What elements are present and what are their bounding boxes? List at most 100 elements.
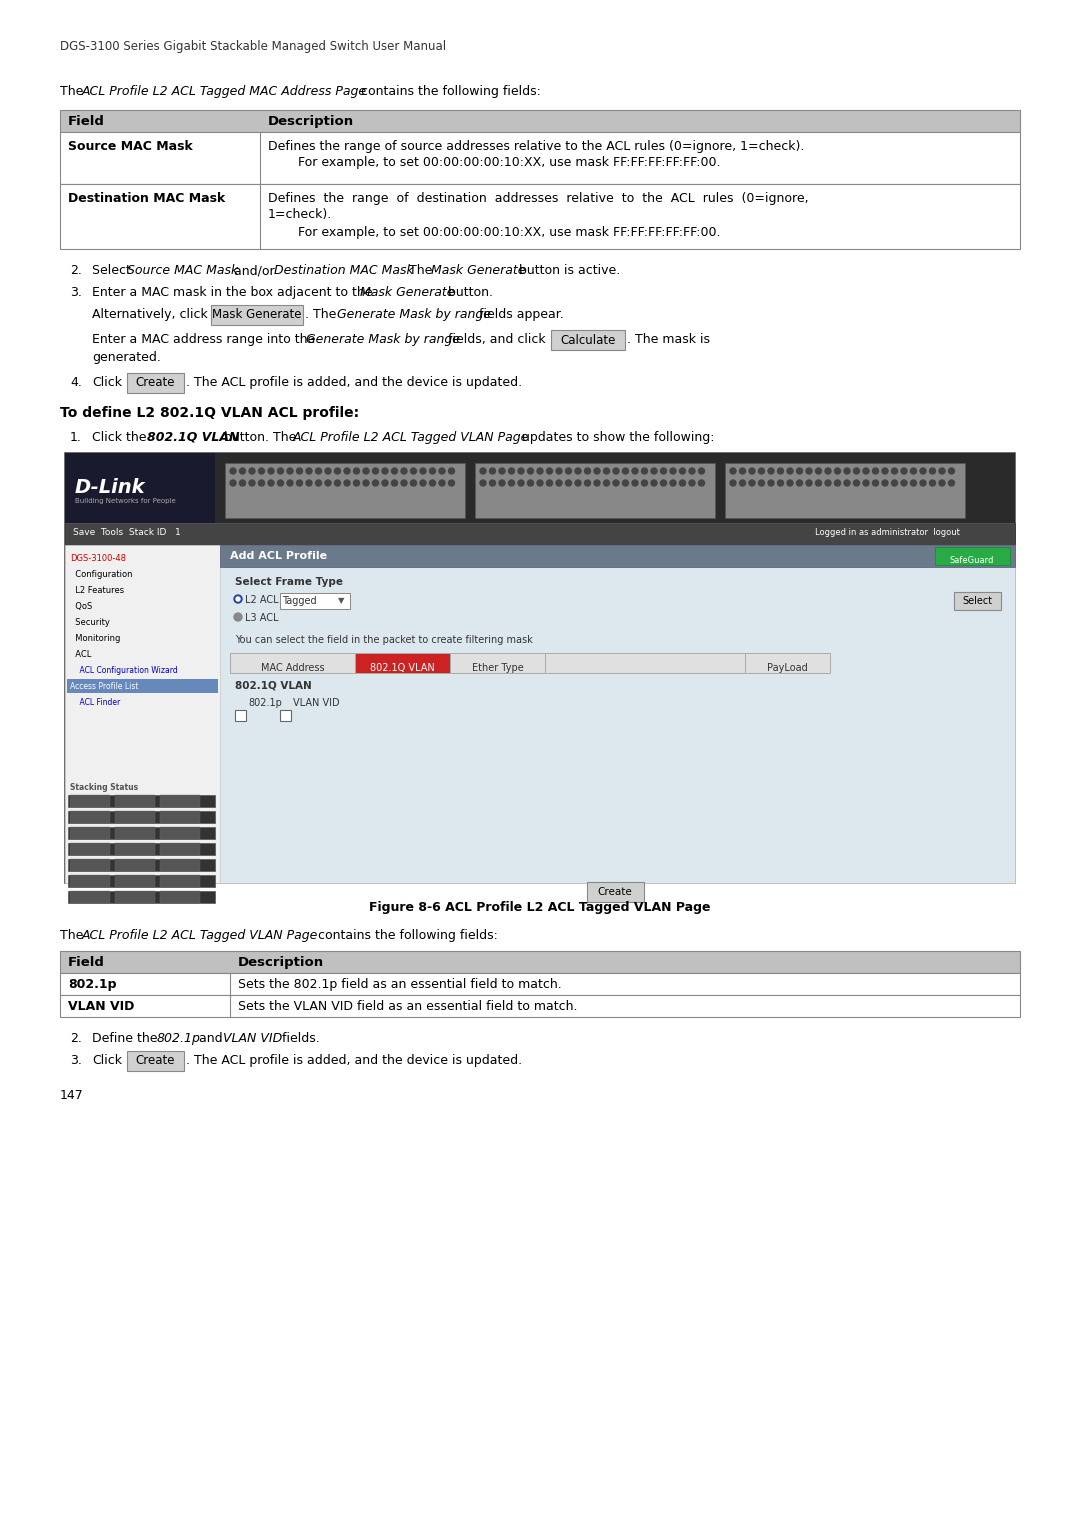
Text: Access Profile List: Access Profile List bbox=[70, 683, 138, 692]
FancyBboxPatch shape bbox=[65, 454, 1015, 883]
Circle shape bbox=[268, 479, 274, 486]
Circle shape bbox=[594, 479, 600, 486]
Circle shape bbox=[230, 467, 237, 473]
FancyBboxPatch shape bbox=[60, 996, 1020, 1017]
Circle shape bbox=[527, 467, 534, 473]
Text: Click: Click bbox=[92, 376, 122, 389]
Text: Sets the 802.1p field as an essential field to match.: Sets the 802.1p field as an essential fi… bbox=[238, 977, 562, 991]
FancyBboxPatch shape bbox=[70, 811, 110, 823]
FancyBboxPatch shape bbox=[67, 680, 218, 693]
Text: Mask Generate: Mask Generate bbox=[360, 286, 455, 299]
Text: The: The bbox=[60, 928, 87, 942]
Circle shape bbox=[345, 467, 350, 473]
Text: Defines the range of source addresses relative to the ACL rules (0=ignore, 1=che: Defines the range of source addresses re… bbox=[268, 140, 805, 153]
Text: Logged in as administrator  logout: Logged in as administrator logout bbox=[815, 528, 960, 538]
FancyBboxPatch shape bbox=[954, 592, 1001, 609]
Circle shape bbox=[740, 467, 745, 473]
Circle shape bbox=[787, 479, 793, 486]
Circle shape bbox=[806, 467, 812, 473]
Circle shape bbox=[594, 467, 600, 473]
Text: fields appear.: fields appear. bbox=[475, 308, 564, 321]
Circle shape bbox=[787, 467, 793, 473]
Circle shape bbox=[373, 479, 378, 486]
FancyBboxPatch shape bbox=[160, 811, 200, 823]
Circle shape bbox=[353, 467, 360, 473]
Circle shape bbox=[604, 479, 609, 486]
Circle shape bbox=[325, 479, 330, 486]
Text: ACL Finder: ACL Finder bbox=[70, 698, 120, 707]
Circle shape bbox=[642, 467, 648, 473]
Text: Field: Field bbox=[68, 956, 105, 970]
Circle shape bbox=[258, 467, 265, 473]
Text: Select: Select bbox=[92, 264, 135, 276]
FancyBboxPatch shape bbox=[160, 843, 200, 855]
Text: Description: Description bbox=[238, 956, 324, 970]
Circle shape bbox=[843, 467, 850, 473]
Circle shape bbox=[234, 596, 242, 603]
Text: SafeGuard: SafeGuard bbox=[949, 556, 995, 565]
Text: . The mask is: . The mask is bbox=[627, 333, 710, 347]
Circle shape bbox=[345, 479, 350, 486]
Circle shape bbox=[642, 479, 648, 486]
Text: Add ACL Profile: Add ACL Profile bbox=[230, 551, 327, 560]
Circle shape bbox=[843, 479, 850, 486]
Circle shape bbox=[430, 467, 435, 473]
Text: Define the: Define the bbox=[92, 1032, 162, 1044]
Circle shape bbox=[948, 467, 955, 473]
Circle shape bbox=[768, 479, 774, 486]
Text: Defines  the  range  of  destination  addresses  relative  to  the  ACL  rules  : Defines the range of destination address… bbox=[268, 192, 809, 205]
Text: Building Networks for People: Building Networks for People bbox=[75, 498, 176, 504]
Circle shape bbox=[448, 479, 455, 486]
FancyBboxPatch shape bbox=[65, 454, 1015, 524]
Circle shape bbox=[910, 479, 917, 486]
Circle shape bbox=[489, 479, 496, 486]
FancyBboxPatch shape bbox=[70, 890, 110, 902]
Circle shape bbox=[391, 479, 397, 486]
Text: Destination MAC Mask: Destination MAC Mask bbox=[68, 192, 226, 205]
FancyBboxPatch shape bbox=[280, 592, 350, 609]
Circle shape bbox=[249, 467, 255, 473]
Circle shape bbox=[499, 479, 505, 486]
Circle shape bbox=[797, 467, 802, 473]
Circle shape bbox=[335, 479, 340, 486]
Circle shape bbox=[930, 467, 935, 473]
Circle shape bbox=[930, 479, 935, 486]
Text: To define L2 802.1Q VLAN ACL profile:: To define L2 802.1Q VLAN ACL profile: bbox=[60, 406, 360, 420]
FancyBboxPatch shape bbox=[545, 654, 745, 673]
Circle shape bbox=[679, 467, 686, 473]
Circle shape bbox=[622, 467, 629, 473]
Text: L3 ACL: L3 ACL bbox=[245, 612, 279, 623]
Circle shape bbox=[237, 597, 240, 602]
Circle shape bbox=[382, 479, 388, 486]
Text: 1.: 1. bbox=[70, 431, 82, 444]
Text: VLAN VID: VLAN VID bbox=[293, 698, 339, 709]
Text: Enter a MAC address range into the: Enter a MAC address range into the bbox=[92, 333, 320, 347]
Text: ACL Profile L2 ACL Tagged MAC Address Page: ACL Profile L2 ACL Tagged MAC Address Pa… bbox=[82, 86, 367, 98]
Circle shape bbox=[240, 467, 245, 473]
Circle shape bbox=[758, 467, 765, 473]
Circle shape bbox=[410, 467, 417, 473]
Circle shape bbox=[873, 479, 878, 486]
Text: Select Frame Type: Select Frame Type bbox=[235, 577, 343, 586]
FancyBboxPatch shape bbox=[745, 654, 831, 673]
Text: Generate Mask by range: Generate Mask by range bbox=[306, 333, 460, 347]
Text: ACL: ACL bbox=[70, 651, 92, 660]
Text: Calculate: Calculate bbox=[561, 333, 616, 347]
Text: Tagged: Tagged bbox=[282, 596, 316, 606]
Text: ▼: ▼ bbox=[338, 596, 345, 605]
Circle shape bbox=[448, 467, 455, 473]
Text: Monitoring: Monitoring bbox=[70, 634, 120, 643]
Text: Ether Type: Ether Type bbox=[472, 663, 524, 673]
Text: button.: button. bbox=[444, 286, 492, 299]
Circle shape bbox=[939, 479, 945, 486]
Circle shape bbox=[438, 467, 445, 473]
Text: Select: Select bbox=[962, 596, 993, 606]
Text: Generate Mask by range: Generate Mask by range bbox=[337, 308, 491, 321]
Circle shape bbox=[306, 479, 312, 486]
FancyBboxPatch shape bbox=[68, 860, 215, 870]
FancyBboxPatch shape bbox=[65, 545, 220, 883]
Circle shape bbox=[420, 467, 426, 473]
Text: button. The: button. The bbox=[220, 431, 300, 444]
Text: 2.: 2. bbox=[70, 1032, 82, 1044]
Text: Save  Tools  Stack ID   1: Save Tools Stack ID 1 bbox=[73, 528, 180, 538]
